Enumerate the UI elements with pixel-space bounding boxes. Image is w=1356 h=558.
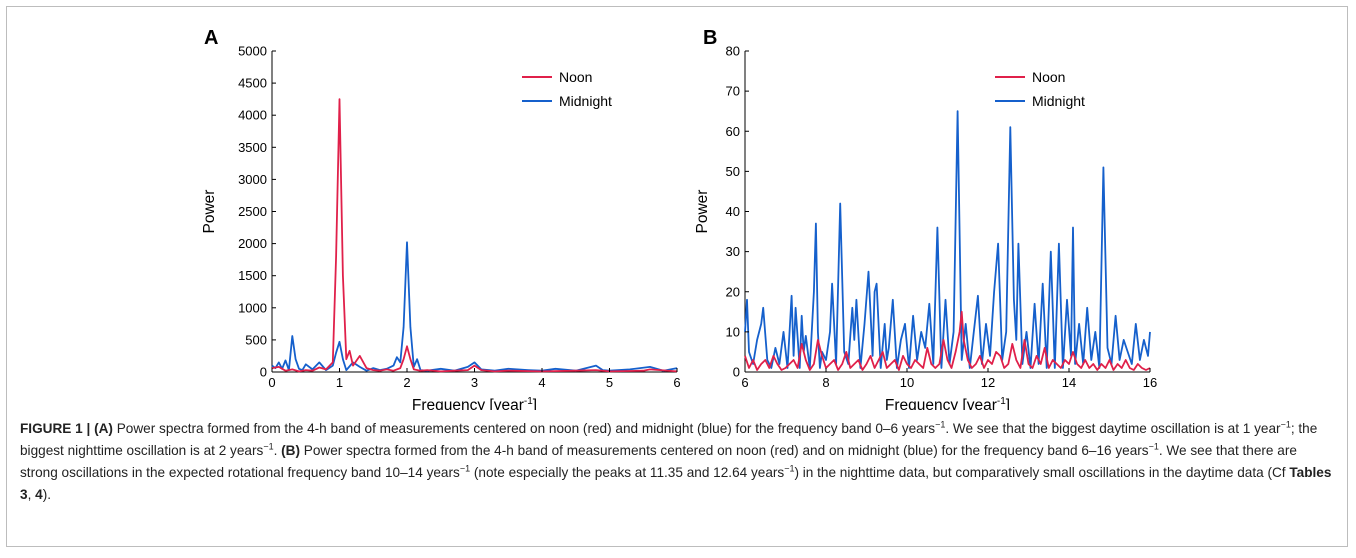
- figure-caption: FIGURE 1 | (A) Power spectra formed from…: [20, 418, 1338, 506]
- legend-label-midnight: Midnight: [1032, 93, 1085, 109]
- caption-tables-sep: ,: [27, 487, 36, 502]
- panel-b: B 6 8 10 12 14 16 0 10 20 30 40 50 60 70 80 Frequency [y…: [694, 27, 1157, 410]
- y-tick-label: 1000: [238, 300, 267, 315]
- x-axis-label: Frequency [year-1]: [412, 396, 537, 410]
- caption-tables-ref: Tables 3: [20, 465, 1332, 502]
- x-tick-label: 8: [822, 375, 829, 390]
- x-axis-label: Frequency [year-1]: [885, 396, 1010, 410]
- series-line-noon: [744, 310, 1151, 371]
- y-tick-label: 1500: [238, 268, 267, 283]
- series-line-noon: [271, 98, 678, 373]
- caption-a-text-4: .: [273, 443, 282, 458]
- x-tick-label: 6: [741, 375, 748, 390]
- x-axis-label-main: Frequency [year: [885, 397, 997, 410]
- x-tick-label: 16: [1143, 375, 1157, 390]
- caption-b-text-4: ) in the nighttime data, but comparative…: [794, 465, 1290, 480]
- panel-a: A 0 1 2 3 4 5 6 0 500 1000 1500 2000 2500 3000 3500 4000…: [201, 27, 681, 410]
- caption-a-sup-1: −1: [935, 419, 946, 430]
- x-tick-label: 14: [1062, 375, 1076, 390]
- caption-b-text-2: . We see that there are strong oscillati…: [20, 443, 1297, 480]
- figure-frame: [6, 6, 1348, 547]
- x-tick-label: 1: [336, 375, 343, 390]
- legend-label-noon: Noon: [559, 69, 592, 85]
- caption-b-sup-3: −1: [784, 463, 795, 474]
- x-tick-label: 10: [900, 375, 914, 390]
- panel-label: B: [703, 27, 717, 49]
- x-axis-label-end: ]: [533, 397, 537, 410]
- caption-b-sup-2: −1: [459, 463, 471, 474]
- y-tick-label: 70: [726, 84, 740, 99]
- y-tick-label: 50: [726, 164, 740, 179]
- x-tick-label: 12: [981, 375, 995, 390]
- caption-a-sup-2: −1: [1280, 419, 1291, 430]
- y-tick-label: 3000: [238, 172, 267, 187]
- x-axis-label-end: ]: [1006, 397, 1010, 410]
- series-line-midnight: [744, 110, 1151, 369]
- legend-label-noon: Noon: [1032, 69, 1065, 85]
- x-tick-label: 6: [673, 375, 680, 390]
- y-tick-label: 5000: [238, 44, 267, 59]
- caption-a-text-3: ; the biggest nighttime oscillation is a…: [20, 421, 1318, 458]
- panel-label: A: [204, 27, 218, 49]
- x-tick-label: 3: [471, 375, 478, 390]
- caption-b-text-1: Power spectra formed from the 4-h band o…: [300, 443, 1149, 458]
- caption-b-text-3: (note especially the peaks at 11.35 and …: [470, 465, 785, 480]
- y-tick-label: 20: [726, 284, 740, 299]
- legend-label-midnight: Midnight: [559, 93, 612, 109]
- caption-figure-label: FIGURE 1 |: [20, 421, 91, 436]
- x-axis-label-sup: -1: [524, 396, 533, 407]
- y-tick-label: 0: [260, 365, 267, 380]
- y-tick-label: 4500: [238, 76, 267, 91]
- y-tick-label: 2500: [238, 204, 267, 219]
- caption-a-text-2: . We see that the biggest daytime oscill…: [945, 421, 1281, 436]
- caption-end: ).: [42, 487, 51, 502]
- x-tick-label: 4: [538, 375, 545, 390]
- caption-a-label: (A): [94, 421, 113, 436]
- x-tick-label: 2: [403, 375, 410, 390]
- y-tick-label: 40: [726, 204, 740, 219]
- x-tick-label: 0: [268, 375, 275, 390]
- y-tick-label: 30: [726, 244, 740, 259]
- y-tick-label: 10: [726, 324, 740, 339]
- caption-b-label: (B): [281, 443, 301, 458]
- y-axis-label: Power: [201, 190, 218, 234]
- y-tick-label: 0: [733, 365, 740, 380]
- x-axis-label-sup: -1: [997, 396, 1006, 407]
- y-tick-label: 4000: [238, 108, 267, 123]
- y-axis-label: Power: [694, 190, 711, 234]
- y-tick-label: 60: [726, 124, 740, 139]
- caption-b-sup-1: −1: [1148, 441, 1159, 452]
- caption-a-text-1: Power spectra formed from the 4-h band o…: [112, 421, 936, 436]
- x-axis-label-main: Frequency [year: [412, 397, 524, 410]
- y-tick-label: 3500: [238, 140, 267, 155]
- y-tick-label: 80: [726, 44, 740, 59]
- figure-charts: A0 1 2 3 4 5 605001000150020002500300035004000…: [201, 27, 1157, 410]
- caption-tables-ref-2: 4: [35, 487, 43, 502]
- caption-a-sup-3: −1: [263, 441, 274, 452]
- y-tick-label: 500: [245, 332, 267, 347]
- series-line-midnight: [271, 241, 678, 372]
- x-tick-label: 5: [606, 375, 613, 390]
- y-tick-label: 2000: [238, 236, 267, 251]
